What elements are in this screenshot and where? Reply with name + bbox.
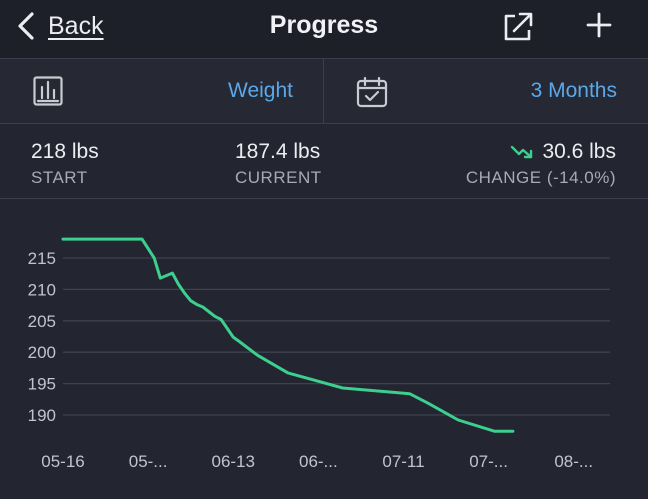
back-label: Back: [48, 11, 104, 40]
back-button[interactable]: Back: [16, 8, 104, 44]
plus-icon: [586, 12, 612, 38]
current-label: CURRENT: [235, 168, 322, 187]
x-tick-label: 05-...: [129, 452, 168, 471]
add-button[interactable]: [585, 10, 613, 45]
bar-chart-icon: [33, 76, 63, 106]
y-tick-label: 200: [28, 343, 56, 362]
share-icon: [504, 12, 533, 41]
metric-selector[interactable]: Weight: [0, 59, 323, 123]
calendar-check-icon: [356, 76, 388, 108]
x-tick-label: 06-...: [299, 452, 338, 471]
weight-line-chart: 190 195 200 205 210 215 05-16 05-... 06-13 06-...…: [28, 237, 610, 471]
x-tick-label: 05-16: [41, 452, 84, 471]
start-value: 218 lbs: [31, 140, 99, 163]
trend-down-icon: [511, 145, 533, 159]
start-label: START: [31, 168, 88, 187]
stat-current: 187.4 lbs CURRENT: [235, 140, 322, 188]
change-label: CHANGE (-14.0%): [465, 168, 616, 187]
change-value: 30.6 lbs: [542, 140, 616, 163]
stat-change: 30.6 lbs CHANGE (-14.0%): [466, 140, 616, 188]
weight-series-line: [61, 237, 515, 433]
controls-divider: [323, 59, 324, 123]
x-tick-label: 07-...: [469, 452, 508, 471]
stat-start: 218 lbs START: [31, 140, 99, 188]
y-tick-label: 215: [28, 249, 56, 268]
y-tick-label: 195: [28, 375, 56, 394]
range-selector[interactable]: 3 Months: [324, 59, 648, 123]
current-value: 187.4 lbs: [235, 140, 321, 163]
weight-chart: 190 195 200 205 210 215 05-16 05-... 06-13 06-...…: [0, 199, 648, 499]
chevron-left-icon: [18, 12, 34, 40]
range-value: 3 Months: [530, 79, 617, 102]
y-tick-label: 190: [28, 406, 56, 425]
x-tick-label: 06-13: [211, 452, 254, 471]
metric-value: Weight: [228, 79, 293, 102]
y-tick-label: 210: [28, 280, 56, 299]
controls-bar: Weight 3 Months: [0, 58, 648, 124]
stats-row: 218 lbs START 187.4 lbs CURRENT 30.6 lbs…: [0, 124, 648, 199]
navigation-bar: Back Progress: [0, 0, 648, 58]
x-tick-label: 07-11: [382, 452, 424, 471]
x-tick-label: 08-...: [554, 452, 593, 471]
share-button[interactable]: [503, 10, 533, 47]
y-tick-label: 205: [28, 312, 56, 331]
